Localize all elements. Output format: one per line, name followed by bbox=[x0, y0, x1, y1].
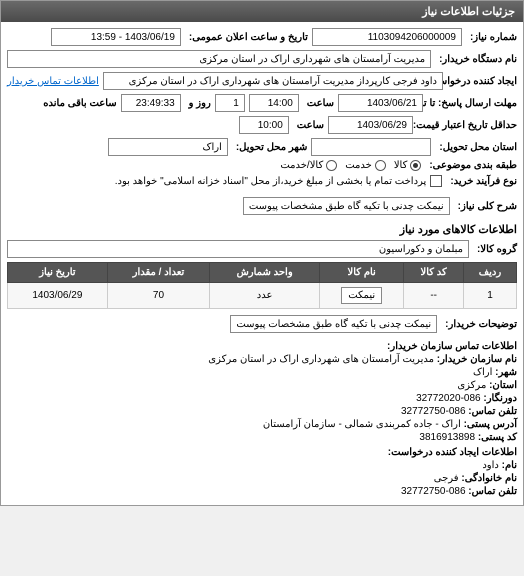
creator-family-label: نام خانوادگی: bbox=[461, 473, 517, 484]
creator-section-title: اطلاعات ایجاد کننده درخواست: bbox=[388, 447, 517, 458]
process-checkbox[interactable] bbox=[430, 175, 442, 187]
province-value bbox=[311, 138, 431, 156]
desc-label: توضیحات خریدار: bbox=[441, 319, 517, 330]
goods-section-title: اطلاعات کالاهای مورد نیاز bbox=[7, 223, 517, 236]
radio-goods-service-circle bbox=[326, 160, 337, 171]
table-row: 1 -- نیمکت عدد 70 1403/06/29 bbox=[8, 283, 517, 309]
category-label: طبقه بندی موضوعی: bbox=[425, 160, 517, 171]
need-title-value: نیمکت چدنی با تکیه گاه طبق مشخصات پیوست bbox=[243, 197, 450, 215]
radio-service-label: خدمت bbox=[345, 160, 372, 171]
price-time-label: ساعت bbox=[293, 120, 324, 131]
contact-title: اطلاعات تماس سازمان خریدار: bbox=[387, 341, 517, 352]
goods-table: ردیف کد کالا نام کالا واحد شمارش تعداد /… bbox=[7, 262, 517, 309]
td-unit: عدد bbox=[210, 283, 320, 309]
remaining-suffix: ساعت باقی مانده bbox=[39, 98, 116, 109]
panel-header: جزئیات اطلاعات نیاز bbox=[1, 1, 523, 22]
goods-group-value: مبلمان و دکوراسیون bbox=[7, 240, 469, 258]
radio-goods[interactable]: کالا bbox=[394, 160, 422, 171]
panel-title: جزئیات اطلاعات نیاز bbox=[422, 6, 515, 18]
need-no-value: 1103094206000009 bbox=[312, 28, 462, 46]
contact-province-label: استان: bbox=[489, 380, 517, 391]
radio-goods-label: کالا bbox=[394, 160, 408, 171]
radio-service-circle bbox=[375, 160, 386, 171]
buyer-device-value: مدیریت آرامستان های شهرداری اراک در استا… bbox=[7, 50, 431, 68]
remaining-days: 1 bbox=[215, 94, 245, 112]
td-qty: 70 bbox=[107, 283, 209, 309]
need-no-label: شماره نیاز: bbox=[466, 32, 517, 43]
remaining-time: 23:49:33 bbox=[121, 94, 181, 112]
contact-phone-label: تلفن تماس: bbox=[468, 406, 517, 417]
contact-address-label: آدرس پستی: bbox=[464, 419, 517, 430]
radio-goods-service[interactable]: کالا/خدمت bbox=[280, 160, 337, 171]
creator-name-label: نام: bbox=[502, 460, 517, 471]
details-panel: جزئیات اطلاعات نیاز شماره نیاز: 11030942… bbox=[0, 0, 524, 506]
th-name: نام کالا bbox=[320, 263, 404, 283]
contact-city-label: شهر: bbox=[495, 367, 517, 378]
creator-family: فرجی bbox=[434, 473, 459, 484]
th-code: کد کالا bbox=[404, 263, 464, 283]
reply-deadline-label: مهلت ارسال پاسخ: تا تاریخ: bbox=[427, 98, 517, 109]
desc-value: نیمکت چدنی با تکیه گاه طبق مشخصات پیوست bbox=[230, 315, 437, 333]
creator-label: ایجاد کننده درخواست: bbox=[447, 76, 517, 87]
contact-section: اطلاعات تماس سازمان خریدار: نام سازمان خ… bbox=[7, 341, 517, 497]
creator-value: داود فرجی کارپرداز مدیریت آرامستان های ش… bbox=[103, 72, 443, 90]
contact-city: اراک bbox=[473, 367, 492, 378]
table-header-row: ردیف کد کالا نام کالا واحد شمارش تعداد /… bbox=[8, 263, 517, 283]
category-radio-group: کالا خدمت کالا/خدمت bbox=[280, 160, 421, 171]
need-title-label: شرح کلی نیاز: bbox=[454, 201, 517, 212]
th-unit: واحد شمارش bbox=[210, 263, 320, 283]
city-value: اراک bbox=[108, 138, 228, 156]
process-label: نوع فرآیند خرید: bbox=[446, 176, 517, 187]
buyer-device-label: نام دستگاه خریدار: bbox=[435, 54, 517, 65]
contact-phone: 086-32772750 bbox=[401, 406, 466, 417]
td-date: 1403/06/29 bbox=[8, 283, 108, 309]
creator-name: داود bbox=[482, 460, 499, 471]
price-time: 10:00 bbox=[239, 116, 289, 134]
radio-service[interactable]: خدمت bbox=[345, 160, 386, 171]
td-name: نیمکت bbox=[320, 283, 404, 309]
remaining-days-label: روز و bbox=[185, 98, 211, 109]
th-qty: تعداد / مقدار bbox=[107, 263, 209, 283]
contact-org: مدیریت آرامستان های شهرداری اراک در استا… bbox=[208, 354, 434, 365]
city-label: شهر محل تحویل: bbox=[232, 142, 308, 153]
contact-address: اراک - جاده کمربندی شمالی - سازمان آرامس… bbox=[263, 419, 461, 430]
goods-group-label: گروه کالا: bbox=[473, 244, 517, 255]
contact-fax-label: دورنگار: bbox=[483, 393, 517, 404]
contact-org-label: نام سازمان خریدار: bbox=[437, 354, 517, 365]
th-date: تاریخ نیاز bbox=[8, 263, 108, 283]
radio-goods-circle bbox=[410, 160, 421, 171]
creator-phone: 086-32772750 bbox=[401, 486, 466, 497]
reply-time: 14:00 bbox=[249, 94, 299, 112]
reply-date: 1403/06/21 bbox=[338, 94, 423, 112]
price-validity-label: حداقل تاریخ اعتبار قیمت: تا تاریخ: bbox=[417, 120, 517, 131]
td-row: 1 bbox=[463, 283, 516, 309]
announce-label: تاریخ و ساعت اعلان عمومی: bbox=[185, 32, 308, 43]
panel-content: شماره نیاز: 1103094206000009 تاریخ و ساع… bbox=[1, 22, 523, 505]
td-code: -- bbox=[404, 283, 464, 309]
contact-fax: 086-32772020 bbox=[416, 393, 481, 404]
province-label: استان محل تحویل: bbox=[435, 142, 517, 153]
reply-time-label: ساعت bbox=[303, 98, 334, 109]
contact-link[interactable]: اطلاعات تماس خریدار bbox=[7, 76, 99, 87]
price-date: 1403/06/29 bbox=[328, 116, 413, 134]
radio-goods-service-label: کالا/خدمت bbox=[280, 160, 323, 171]
announce-value: 1403/06/19 - 13:59 bbox=[51, 28, 181, 46]
contact-postal: 3816913898 bbox=[419, 432, 475, 443]
contact-postal-label: کد پستی: bbox=[478, 432, 517, 443]
creator-phone-label: تلفن تماس: bbox=[468, 486, 517, 497]
td-name-box: نیمکت bbox=[341, 287, 382, 304]
process-text: پرداخت تمام یا بخشی از مبلغ خرید،از محل … bbox=[115, 176, 427, 187]
th-row: ردیف bbox=[463, 263, 516, 283]
contact-province: مرکزی bbox=[457, 380, 486, 391]
